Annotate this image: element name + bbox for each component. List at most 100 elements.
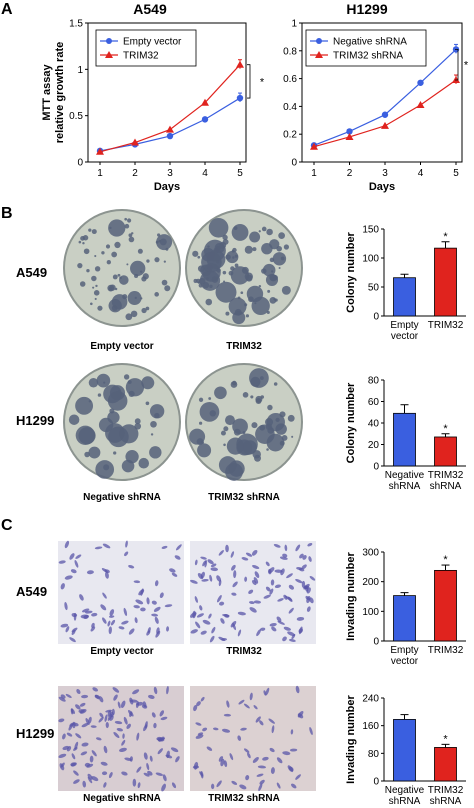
cell xyxy=(121,739,126,746)
cell xyxy=(78,709,85,714)
colony xyxy=(128,233,133,238)
cell xyxy=(166,686,169,695)
cell xyxy=(101,771,108,776)
y-tick-label: 0 xyxy=(373,312,379,323)
cell xyxy=(154,616,159,624)
colony xyxy=(249,368,269,388)
category-label-line: TRIM32 xyxy=(428,320,464,331)
cell xyxy=(255,716,261,723)
colony xyxy=(108,219,126,237)
cell xyxy=(287,765,294,773)
colony xyxy=(275,423,287,435)
colony xyxy=(259,424,266,431)
colony xyxy=(94,266,101,272)
cell xyxy=(123,716,128,725)
cell xyxy=(174,555,181,560)
colony xyxy=(223,443,226,447)
cell xyxy=(306,596,311,604)
cell xyxy=(274,584,281,589)
colony xyxy=(201,247,215,262)
colony xyxy=(242,440,257,455)
cell xyxy=(159,592,164,599)
cell xyxy=(91,750,97,757)
cell xyxy=(277,620,285,625)
cell xyxy=(309,727,313,735)
cell xyxy=(58,718,65,723)
cell xyxy=(128,628,135,635)
y-tick-label: 0 xyxy=(291,158,297,169)
caption-c-trim32: TRIM32 xyxy=(226,646,262,657)
colony xyxy=(114,241,121,249)
cell xyxy=(103,745,108,754)
colony xyxy=(202,282,210,289)
invasion-a549-chart: 0 100 200 300 Invading number Empty vector * TRI… xyxy=(345,548,466,667)
cell xyxy=(196,701,201,707)
cell xyxy=(171,572,178,577)
cell xyxy=(197,732,204,736)
cell xyxy=(94,694,100,700)
colony xyxy=(92,286,95,289)
colony-plates xyxy=(63,209,303,481)
colony xyxy=(189,428,206,445)
data-point xyxy=(201,98,209,106)
cell xyxy=(241,557,249,561)
cell xyxy=(237,735,242,741)
cell xyxy=(258,783,263,792)
cell xyxy=(89,755,94,763)
colony xyxy=(266,448,269,451)
colony xyxy=(138,457,150,469)
cell xyxy=(159,710,165,717)
significance-bracket xyxy=(455,49,459,81)
cell xyxy=(217,595,222,603)
y-tick-label: 0.6 xyxy=(283,74,297,85)
colony xyxy=(249,231,261,243)
cell xyxy=(233,570,237,579)
data-point xyxy=(381,121,389,129)
colony xyxy=(119,275,129,285)
cell xyxy=(73,779,80,784)
colony xyxy=(281,285,291,295)
cell xyxy=(270,579,275,586)
cell xyxy=(64,540,70,549)
cell xyxy=(60,762,65,768)
colony xyxy=(244,245,253,254)
y-tick-label: 0.5 xyxy=(69,111,83,122)
legend-label: TRIM32 shRNA xyxy=(333,51,403,62)
cell xyxy=(122,733,125,739)
bar-1 xyxy=(434,569,457,642)
colony xyxy=(93,290,100,296)
cell xyxy=(253,577,259,584)
cell xyxy=(256,629,261,637)
cell xyxy=(307,542,313,547)
y-tick-label: 80 xyxy=(368,749,380,760)
colony xyxy=(291,435,294,438)
cell xyxy=(249,601,255,605)
colony xyxy=(206,277,209,280)
colony xyxy=(141,307,147,314)
x-tick-label: 4 xyxy=(418,168,424,179)
cell xyxy=(296,616,305,621)
category-label-line: vector xyxy=(391,656,419,667)
cell xyxy=(211,626,216,634)
cell xyxy=(100,761,108,766)
significance-bracket xyxy=(247,64,251,99)
y-axis-label: Invading number xyxy=(345,551,357,640)
colony xyxy=(91,229,97,235)
data-point xyxy=(166,132,174,140)
y-axis-label-line: relative growth rate xyxy=(54,42,66,143)
cell xyxy=(71,613,78,618)
cell xyxy=(66,732,73,737)
cell xyxy=(192,765,200,769)
x-tick-label: 3 xyxy=(382,168,388,179)
cell xyxy=(129,756,133,762)
cell xyxy=(308,556,312,562)
cell xyxy=(140,588,144,596)
cell xyxy=(218,756,224,762)
colony xyxy=(234,263,239,268)
cell xyxy=(72,722,79,727)
colony xyxy=(219,241,227,249)
cell xyxy=(160,716,168,721)
category-label: TRIM32 xyxy=(428,320,464,331)
cell xyxy=(69,553,75,560)
bar-0 xyxy=(393,277,416,317)
